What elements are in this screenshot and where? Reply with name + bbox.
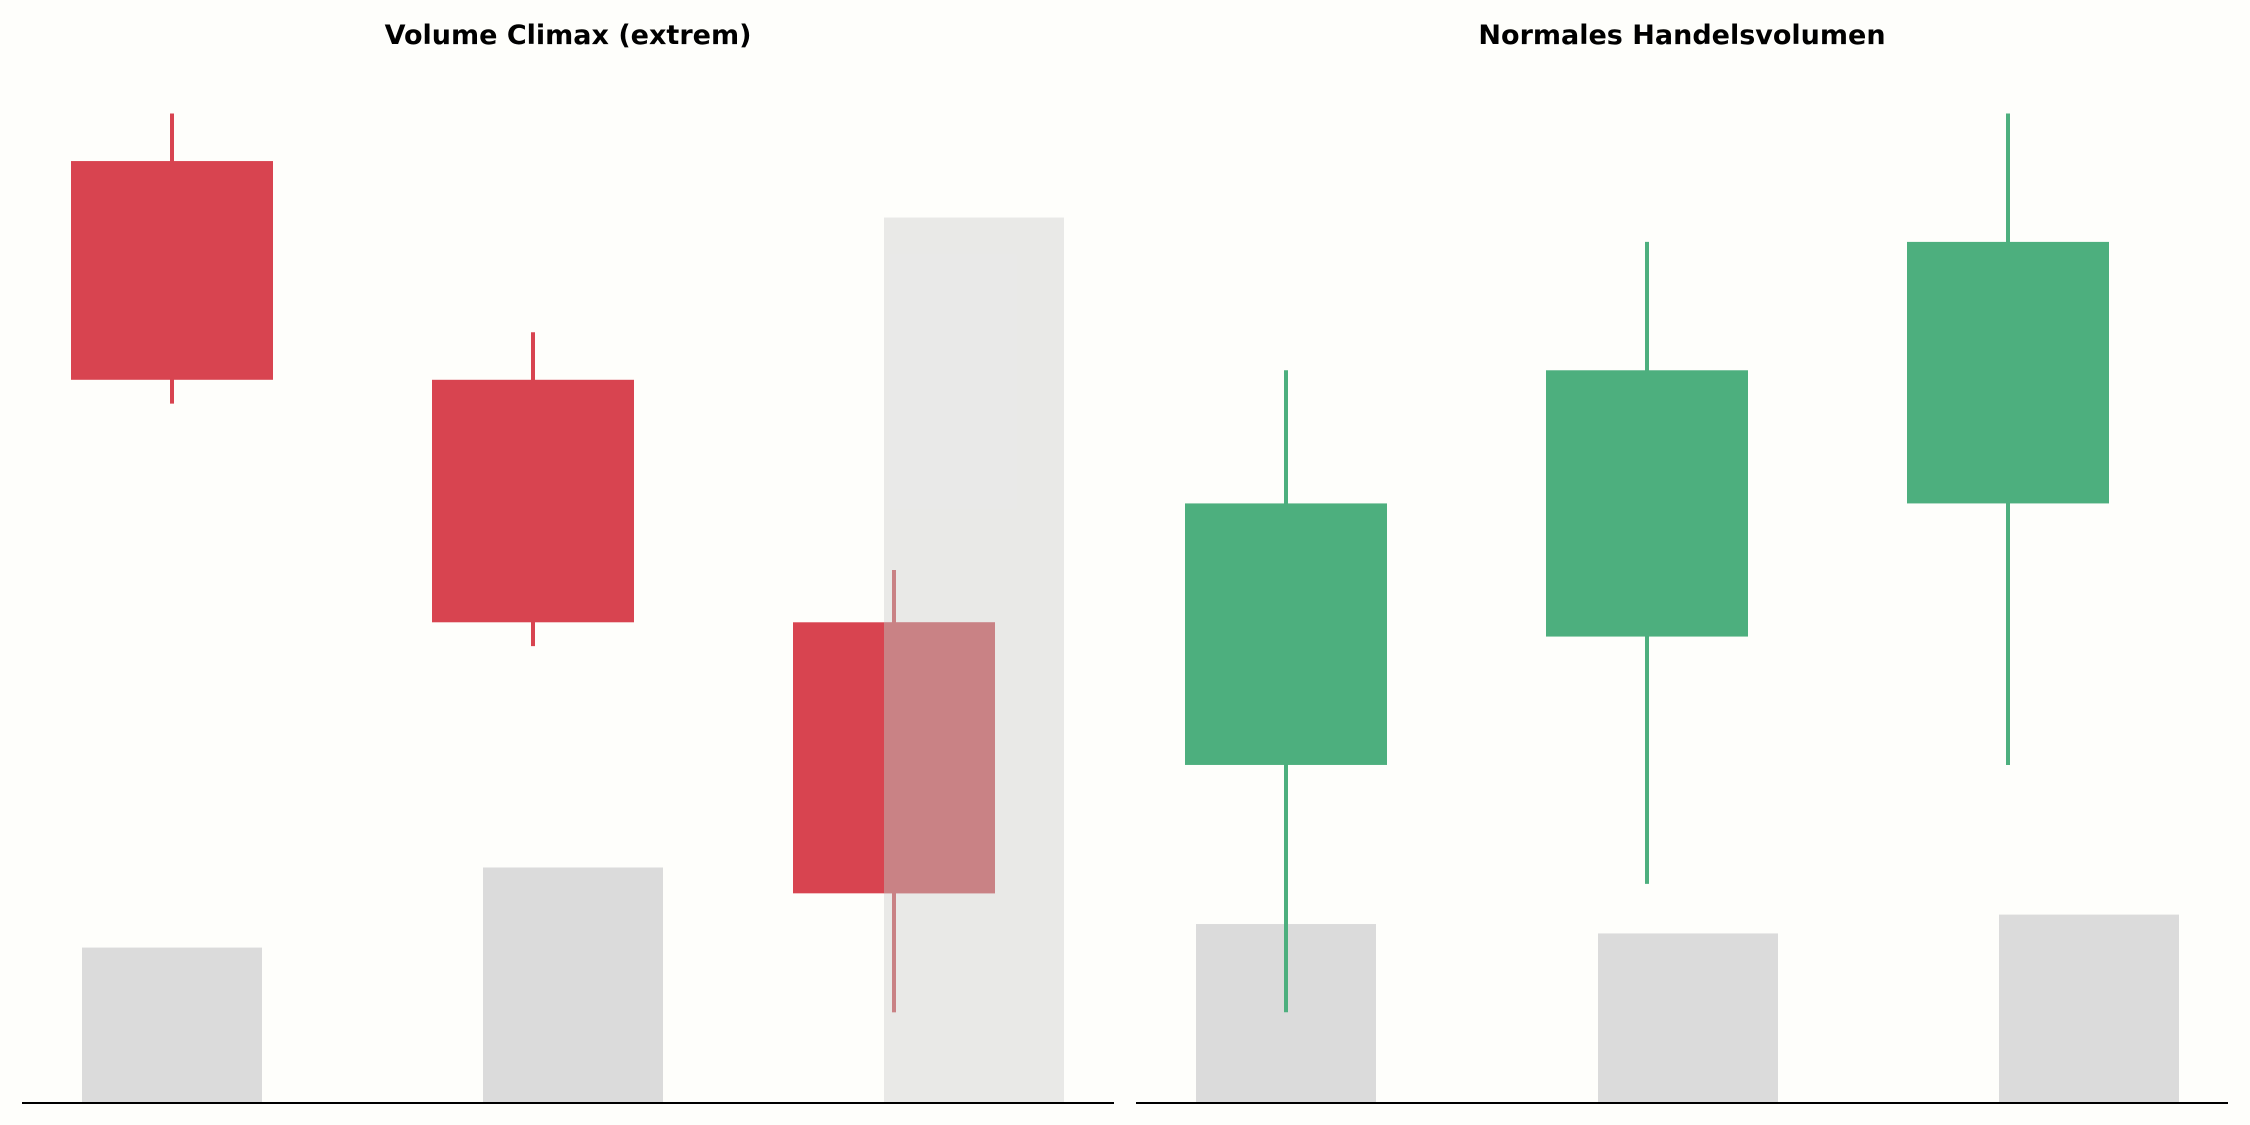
candles-right — [1185, 113, 2109, 1013]
candle-body-overlay-left-3 — [884, 622, 995, 894]
volume-bar-right-2 — [1598, 933, 1778, 1103]
candle-body-left-1 — [71, 161, 273, 380]
candle-body-right-3 — [1907, 241, 2109, 504]
volume-bar-right-3 — [1999, 914, 2179, 1103]
volume-bars-left — [82, 867, 663, 1103]
candle-body-right-1 — [1185, 503, 1387, 765]
chart-title-left: Volume Climax (extrem) — [385, 20, 752, 51]
volume-bar-left-2 — [483, 867, 663, 1103]
chart-right: Normales Handelsvolumen — [1136, 20, 2228, 1104]
candle-body-right-2 — [1546, 370, 1748, 637]
chart-title-right: Normales Handelsvolumen — [1478, 20, 1885, 51]
chart-left: Volume Climax (extrem) — [22, 20, 1114, 1104]
candles-left — [71, 113, 1064, 1103]
volume-bars-right — [1196, 914, 2179, 1103]
volume-bar-left-1 — [82, 947, 262, 1103]
candle-body-left-2 — [432, 379, 634, 623]
